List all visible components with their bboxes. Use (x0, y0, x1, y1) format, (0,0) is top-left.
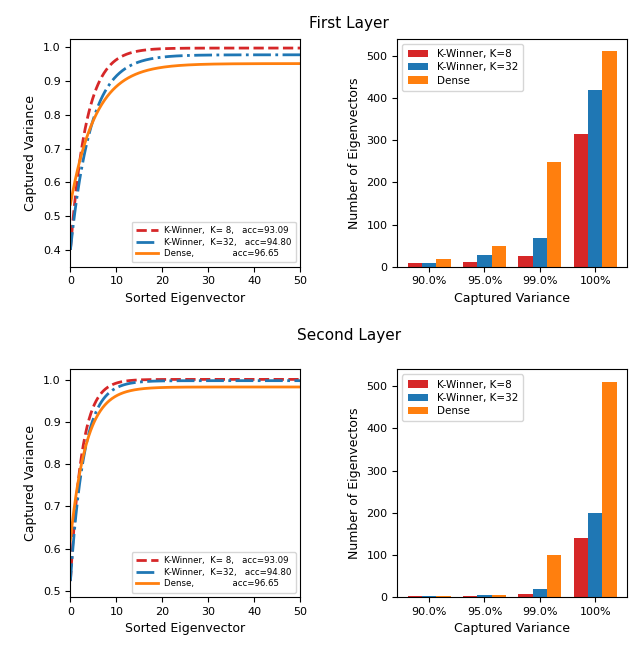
Bar (436, 596, 451, 597)
K-Winner,  K= 8,   acc=93.09 (191, 376, 199, 384)
Legend: K-Winner,  K= 8,   acc=93.09, K-Winner,  K=32,   acc=94.80, Dense,              : K-Winner, K= 8, acc=93.09, K-Winner, K=3… (132, 222, 296, 262)
Bar (573, 538, 588, 597)
K-Winner,  K=32,   acc=94.80 (291, 51, 299, 58)
Y-axis label: Captured Variance: Captured Variance (24, 95, 37, 211)
Line: K-Winner,  K= 8,   acc=93.09: K-Winner, K= 8, acc=93.09 (70, 380, 301, 581)
K-Winner,  K=32,   acc=94.80 (204, 377, 211, 385)
Dense,              acc=96.65 (191, 61, 199, 69)
K-Winner,  K= 8,   acc=93.09 (177, 376, 185, 384)
Dense,              acc=96.65 (297, 60, 305, 67)
Y-axis label: Number of Eigenvectors: Number of Eigenvectors (348, 408, 361, 559)
K-Winner,  K= 8,   acc=93.09 (204, 44, 211, 52)
Dense,              acc=96.65 (204, 60, 211, 68)
Bar (588, 90, 602, 267)
K-Winner,  K=32,   acc=94.80 (176, 52, 184, 60)
Bar (602, 382, 617, 597)
Dense,              acc=96.65 (67, 201, 74, 208)
K-Winner,  K=32,   acc=94.80 (177, 52, 185, 60)
Bar (518, 594, 532, 597)
Dense,              acc=96.65 (177, 62, 185, 69)
K-Winner,  K=32,   acc=94.80 (67, 577, 74, 585)
K-Winner,  K=32,   acc=94.80 (291, 377, 299, 385)
K-Winner,  K= 8,   acc=93.09 (255, 44, 263, 52)
X-axis label: Sorted Eigenvector: Sorted Eigenvector (125, 622, 246, 635)
K-Winner,  K=32,   acc=94.80 (191, 51, 199, 59)
Bar (588, 513, 602, 597)
Bar (463, 596, 477, 597)
Dense,              acc=96.65 (176, 62, 184, 69)
Bar (408, 596, 422, 597)
Dense,              acc=96.65 (204, 383, 211, 391)
Bar (532, 589, 547, 597)
Bar (408, 263, 422, 267)
Bar (477, 595, 492, 597)
Dense,              acc=96.65 (291, 60, 299, 67)
Dense,              acc=96.65 (67, 536, 74, 544)
K-Winner,  K= 8,   acc=93.09 (291, 44, 299, 52)
K-Winner,  K= 8,   acc=93.09 (255, 376, 263, 384)
Line: K-Winner,  K=32,   acc=94.80: K-Winner, K=32, acc=94.80 (70, 55, 301, 250)
Bar (477, 255, 492, 267)
K-Winner,  K= 8,   acc=93.09 (176, 44, 184, 52)
K-Winner,  K= 8,   acc=93.09 (297, 376, 305, 384)
K-Winner,  K=32,   acc=94.80 (176, 377, 184, 385)
Bar (547, 162, 561, 267)
K-Winner,  K=32,   acc=94.80 (204, 51, 211, 59)
Bar (547, 555, 561, 597)
Dense,              acc=96.65 (176, 384, 184, 391)
K-Winner,  K= 8,   acc=93.09 (177, 44, 185, 52)
K-Winner,  K= 8,   acc=93.09 (291, 376, 299, 384)
K-Winner,  K=32,   acc=94.80 (255, 377, 263, 385)
K-Winner,  K= 8,   acc=93.09 (204, 376, 211, 384)
Dense,              acc=96.65 (177, 384, 185, 391)
Text: First Layer: First Layer (309, 16, 388, 31)
X-axis label: Sorted Eigenvector: Sorted Eigenvector (125, 292, 246, 305)
K-Winner,  K= 8,   acc=93.09 (176, 376, 184, 384)
Legend: K-Winner,  K= 8,   acc=93.09, K-Winner,  K=32,   acc=94.80, Dense,              : K-Winner, K= 8, acc=93.09, K-Winner, K=3… (132, 552, 296, 593)
K-Winner,  K=32,   acc=94.80 (67, 246, 74, 254)
Dense,              acc=96.65 (291, 383, 299, 391)
Bar (436, 259, 451, 267)
Dense,              acc=96.65 (255, 60, 263, 67)
K-Winner,  K=32,   acc=94.80 (297, 51, 305, 58)
Bar (492, 594, 506, 597)
K-Winner,  K=32,   acc=94.80 (177, 377, 185, 385)
Y-axis label: Number of Eigenvectors: Number of Eigenvectors (348, 77, 361, 228)
Dense,              acc=96.65 (297, 383, 305, 391)
Bar (602, 51, 617, 267)
Bar (492, 246, 506, 267)
K-Winner,  K=32,   acc=94.80 (255, 51, 263, 58)
Bar (518, 256, 532, 267)
Bar (463, 262, 477, 267)
X-axis label: Captured Variance: Captured Variance (454, 622, 570, 635)
Legend: K-Winner, K=8, K-Winner, K=32, Dense: K-Winner, K=8, K-Winner, K=32, Dense (403, 374, 524, 421)
K-Winner,  K=32,   acc=94.80 (297, 377, 305, 385)
X-axis label: Captured Variance: Captured Variance (454, 292, 570, 305)
Dense,              acc=96.65 (255, 383, 263, 391)
K-Winner,  K= 8,   acc=93.09 (191, 44, 199, 52)
Bar (422, 596, 436, 597)
Line: Dense,              acc=96.65: Dense, acc=96.65 (70, 64, 301, 204)
K-Winner,  K= 8,   acc=93.09 (297, 44, 305, 52)
Line: Dense,              acc=96.65: Dense, acc=96.65 (70, 387, 301, 540)
Bar (532, 238, 547, 267)
Text: Second Layer: Second Layer (297, 328, 401, 343)
Line: K-Winner,  K=32,   acc=94.80: K-Winner, K=32, acc=94.80 (70, 381, 301, 581)
Line: K-Winner,  K= 8,   acc=93.09: K-Winner, K= 8, acc=93.09 (70, 48, 301, 250)
K-Winner,  K=32,   acc=94.80 (191, 377, 199, 385)
K-Winner,  K= 8,   acc=93.09 (67, 246, 74, 254)
K-Winner,  K= 8,   acc=93.09 (67, 577, 74, 585)
Legend: K-Winner, K=8, K-Winner, K=32, Dense: K-Winner, K=8, K-Winner, K=32, Dense (403, 44, 524, 91)
Y-axis label: Captured Variance: Captured Variance (24, 425, 37, 541)
Bar (573, 134, 588, 267)
Dense,              acc=96.65 (191, 383, 199, 391)
Bar (422, 263, 436, 267)
